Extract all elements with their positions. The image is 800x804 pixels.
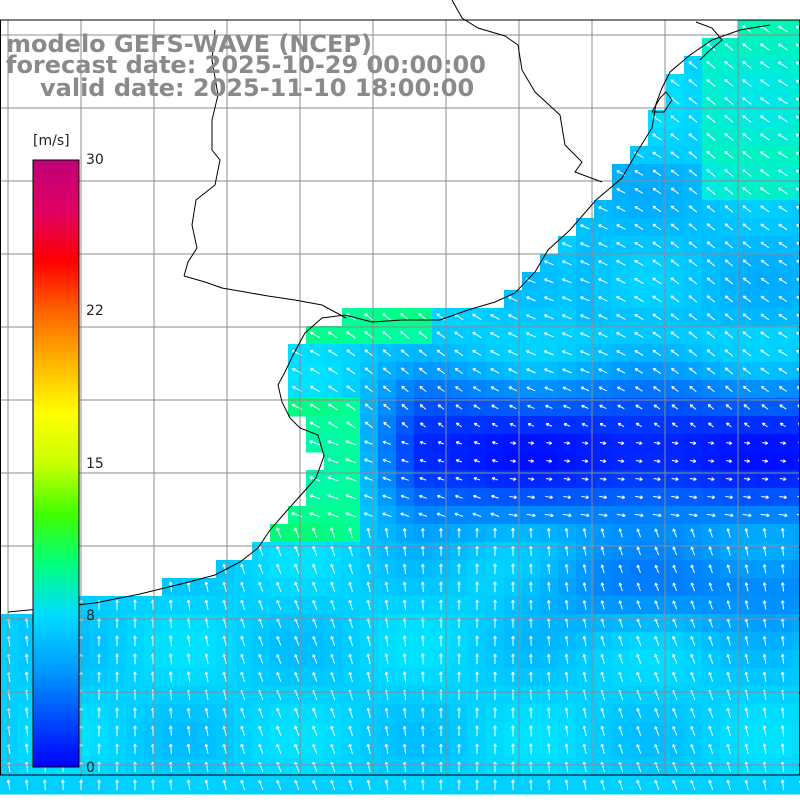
wind-speed-cell <box>792 362 800 381</box>
wind-speed-cell <box>792 668 800 687</box>
wind-speed-cell <box>792 524 800 543</box>
wind-speed-field <box>0 20 800 795</box>
colorbar-units: [m/s] <box>33 133 70 149</box>
wind-speed-cell <box>792 722 800 741</box>
wind-speed-cell <box>792 254 800 273</box>
colorbar-tick-30: 30 <box>86 152 104 168</box>
wind-speed-cell <box>792 38 800 57</box>
wind-speed-cell <box>792 650 800 669</box>
wind-speed-cell <box>792 560 800 579</box>
wind-speed-cell <box>792 56 800 75</box>
wind-speed-cell <box>792 290 800 309</box>
wind-speed-cell <box>792 326 800 345</box>
wind-speed-cell <box>792 182 800 201</box>
wind-speed-cell <box>792 236 800 255</box>
wind-speed-cell <box>792 686 800 705</box>
wind-speed-cell <box>792 20 800 39</box>
colorbar-tick-0: 0 <box>86 760 95 776</box>
wind-speed-cell <box>792 272 800 291</box>
wind-speed-cell <box>792 128 800 147</box>
wind-speed-cell <box>792 542 800 561</box>
wind-speed-cell <box>792 308 800 327</box>
wind-speed-cell <box>792 506 800 525</box>
wind-speed-cell <box>792 740 800 759</box>
wind-speed-cell <box>792 758 800 777</box>
wind-speed-cell <box>792 146 800 165</box>
colorbar-tick-8: 8 <box>86 608 95 624</box>
wind-speed-cell <box>792 776 800 795</box>
wind-speed-cell <box>792 164 800 183</box>
wind-speed-cell <box>792 632 800 651</box>
wind-speed-cell <box>792 578 800 597</box>
colorbar <box>33 160 79 767</box>
wind-speed-cell <box>792 488 800 507</box>
wind-speed-cell <box>792 200 800 219</box>
wind-speed-cell <box>792 596 800 615</box>
coastline-rio-de-la-plata-north <box>184 276 346 318</box>
wind-speed-cell <box>792 614 800 633</box>
wind-speed-cell <box>792 74 800 93</box>
wind-speed-cell <box>792 344 800 363</box>
border-north <box>452 0 602 182</box>
wind-speed-cell <box>792 434 800 453</box>
map-title-valid-date: valid date: 2025-11-10 18:00:00 <box>40 76 474 100</box>
wind-speed-cell <box>792 110 800 129</box>
wind-speed-cell <box>792 452 800 471</box>
colorbar-tick-22: 22 <box>86 303 104 319</box>
wind-speed-cell <box>792 704 800 723</box>
wind-speed-cell <box>792 218 800 237</box>
colorbar-tick-15: 15 <box>86 456 104 472</box>
